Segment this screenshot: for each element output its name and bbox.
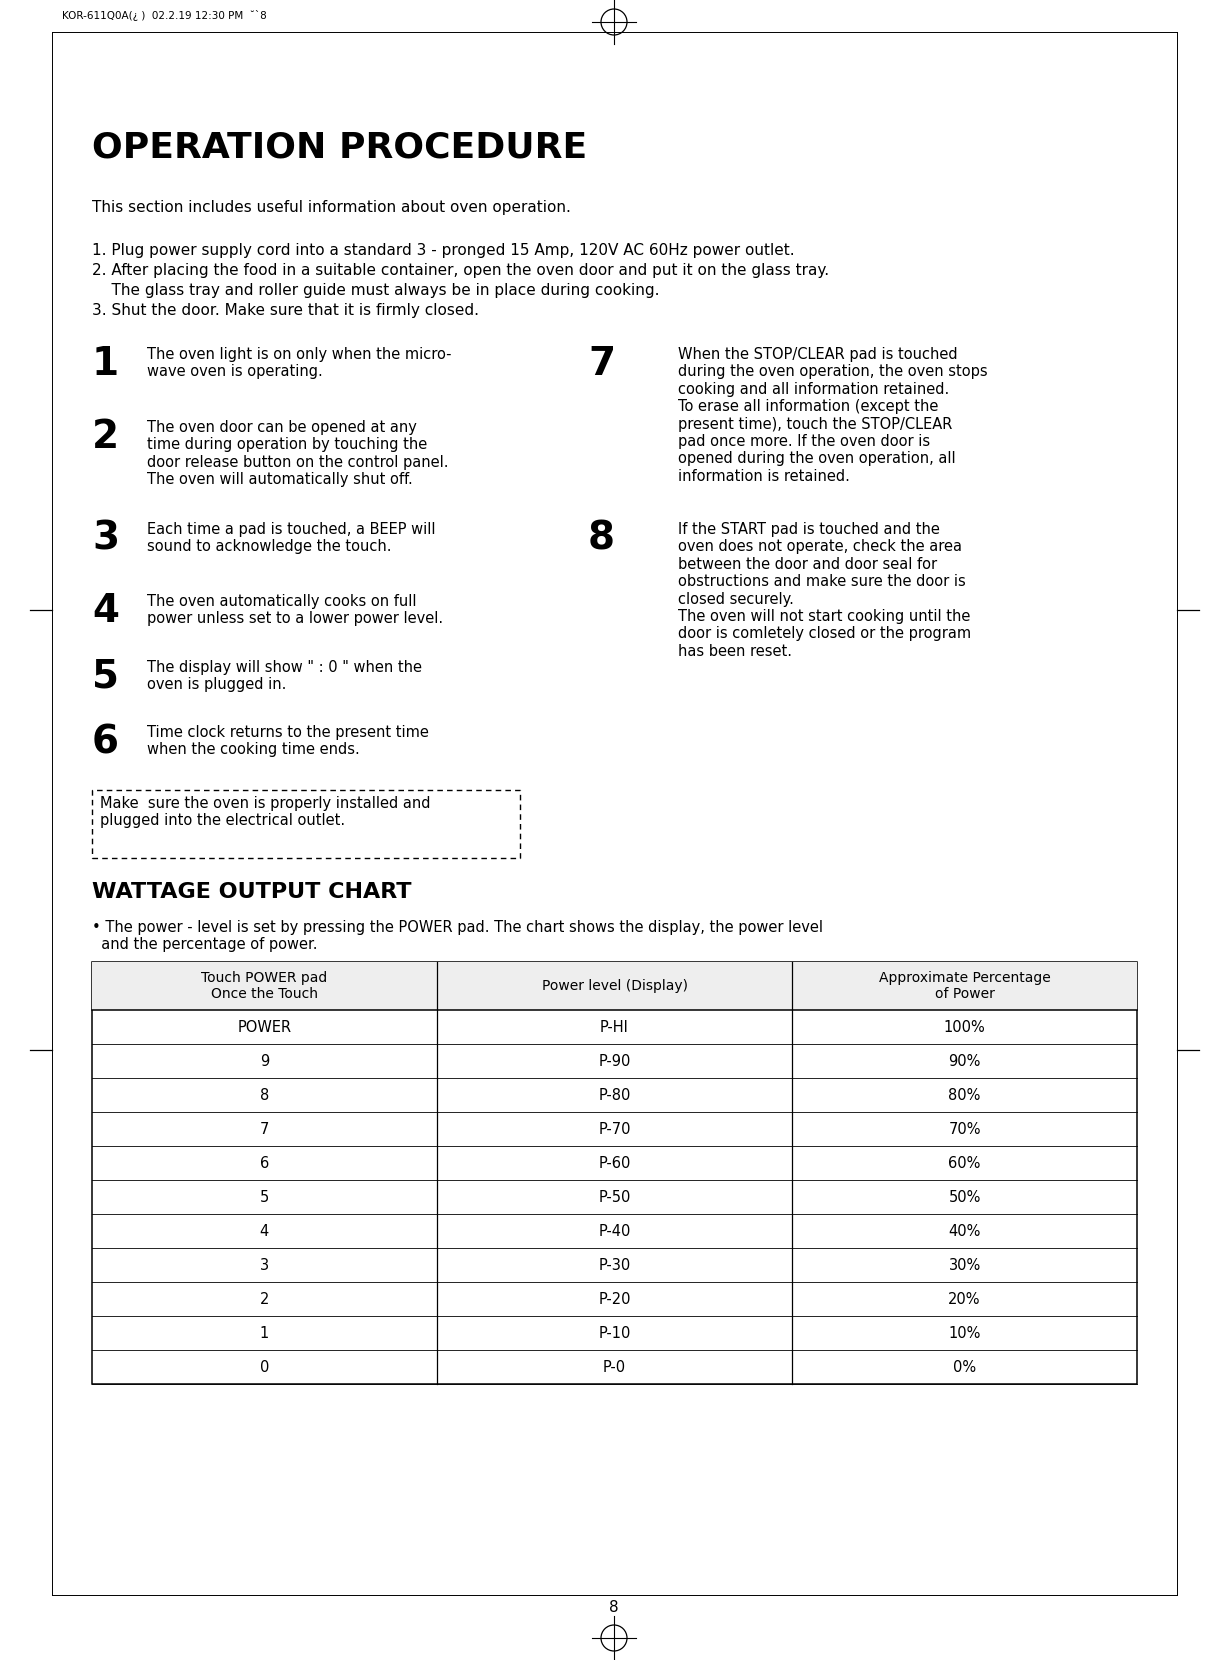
Text: P-40: P-40 xyxy=(599,1223,630,1238)
Text: This section includes useful information about oven operation.: This section includes useful information… xyxy=(92,199,571,216)
Text: If the START pad is touched and the
oven does not operate, check the area
betwee: If the START pad is touched and the oven… xyxy=(678,521,971,659)
Text: 40%: 40% xyxy=(949,1223,981,1238)
Text: Power level (Display): Power level (Display) xyxy=(542,979,687,993)
Text: 70%: 70% xyxy=(949,1122,981,1137)
Text: 80%: 80% xyxy=(949,1087,981,1102)
Text: The oven automatically cooks on full
power unless set to a lower power level.: The oven automatically cooks on full pow… xyxy=(147,594,444,626)
Text: Each time a pad is touched, a BEEP will
sound to acknowledge the touch.: Each time a pad is touched, a BEEP will … xyxy=(147,521,435,554)
Text: 2: 2 xyxy=(92,418,119,456)
Text: P-10: P-10 xyxy=(599,1325,630,1341)
Text: The oven light is on only when the micro-
wave oven is operating.: The oven light is on only when the micro… xyxy=(147,347,451,380)
FancyBboxPatch shape xyxy=(92,790,520,858)
Text: Time clock returns to the present time
when the cooking time ends.: Time clock returns to the present time w… xyxy=(147,725,429,757)
Text: P-80: P-80 xyxy=(599,1087,630,1102)
Text: 4: 4 xyxy=(259,1223,269,1238)
Text: 3: 3 xyxy=(92,520,119,558)
Text: The display will show " : 0 " when the
oven is plugged in.: The display will show " : 0 " when the o… xyxy=(147,661,422,692)
Text: 8: 8 xyxy=(587,520,614,558)
Text: WATTAGE OUTPUT CHART: WATTAGE OUTPUT CHART xyxy=(92,881,412,901)
Text: The glass tray and roller guide must always be in place during cooking.: The glass tray and roller guide must alw… xyxy=(92,282,660,299)
Text: • The power - level is set by pressing the POWER pad. The chart shows the displa: • The power - level is set by pressing t… xyxy=(92,920,823,953)
Text: 20%: 20% xyxy=(949,1291,981,1306)
Text: 2: 2 xyxy=(259,1291,269,1306)
Text: 2. After placing the food in a suitable container, open the oven door and put it: 2. After placing the food in a suitable … xyxy=(92,262,830,277)
Text: OPERATION PROCEDURE: OPERATION PROCEDURE xyxy=(92,129,587,164)
Text: 90%: 90% xyxy=(949,1054,981,1069)
Text: Touch POWER pad
Once the Touch: Touch POWER pad Once the Touch xyxy=(202,971,328,1001)
Text: 30%: 30% xyxy=(949,1258,981,1273)
Text: P-60: P-60 xyxy=(599,1155,630,1170)
Text: 7: 7 xyxy=(587,345,616,383)
Text: 1: 1 xyxy=(259,1325,269,1341)
Text: 1. Plug power supply cord into a standard 3 - pronged 15 Amp, 120V AC 60Hz power: 1. Plug power supply cord into a standar… xyxy=(92,242,795,257)
Text: 60%: 60% xyxy=(949,1155,981,1170)
Text: KOR-611Q0A(¿ )  02.2.19 12:30 PM  ˘`8: KOR-611Q0A(¿ ) 02.2.19 12:30 PM ˘`8 xyxy=(61,10,267,22)
Text: P-0: P-0 xyxy=(603,1360,626,1374)
Text: When the STOP/CLEAR pad is touched
during the oven operation, the oven stops
coo: When the STOP/CLEAR pad is touched durin… xyxy=(678,347,988,483)
Text: The oven door can be opened at any
time during operation by touching the
door re: The oven door can be opened at any time … xyxy=(147,420,449,486)
Text: P-90: P-90 xyxy=(599,1054,630,1069)
Text: 7: 7 xyxy=(259,1122,269,1137)
Bar xyxy=(92,963,1137,1009)
Text: Make  sure the oven is properly installed and
plugged into the electrical outlet: Make sure the oven is properly installed… xyxy=(100,797,430,828)
Text: 9: 9 xyxy=(259,1054,269,1069)
Text: 3. Shut the door. Make sure that it is firmly closed.: 3. Shut the door. Make sure that it is f… xyxy=(92,304,479,319)
Text: P-HI: P-HI xyxy=(600,1019,629,1034)
Text: 6: 6 xyxy=(259,1155,269,1170)
Text: 0%: 0% xyxy=(952,1360,976,1374)
Text: P-20: P-20 xyxy=(599,1291,630,1306)
Text: P-30: P-30 xyxy=(599,1258,630,1273)
Text: 3: 3 xyxy=(259,1258,269,1273)
Bar xyxy=(92,963,1137,1384)
Text: 100%: 100% xyxy=(944,1019,986,1034)
Text: 4: 4 xyxy=(92,593,119,631)
Text: 1: 1 xyxy=(92,345,119,383)
Text: 0: 0 xyxy=(259,1360,269,1374)
Text: 8: 8 xyxy=(259,1087,269,1102)
Text: 50%: 50% xyxy=(949,1190,981,1205)
Text: 5: 5 xyxy=(259,1190,269,1205)
Text: P-70: P-70 xyxy=(599,1122,630,1137)
Text: 5: 5 xyxy=(92,657,119,696)
Text: 6: 6 xyxy=(92,724,119,760)
Text: POWER: POWER xyxy=(237,1019,291,1034)
Text: P-50: P-50 xyxy=(599,1190,630,1205)
Text: 8: 8 xyxy=(610,1600,619,1615)
Text: 10%: 10% xyxy=(949,1325,981,1341)
Text: Approximate Percentage
of Power: Approximate Percentage of Power xyxy=(879,971,1051,1001)
